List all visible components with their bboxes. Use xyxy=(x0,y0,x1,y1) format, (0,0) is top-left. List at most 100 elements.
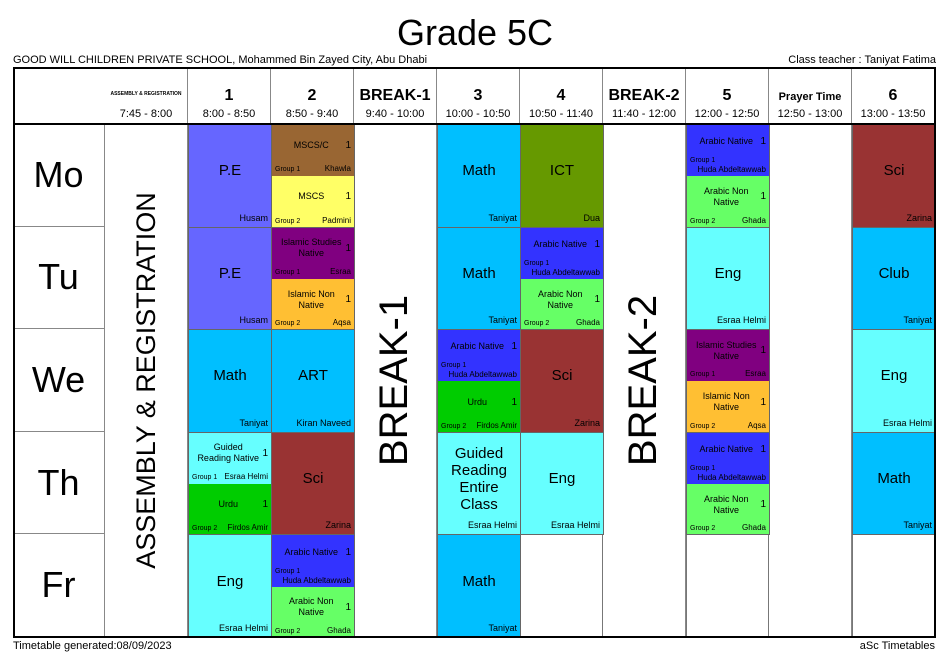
lesson-group-part[interactable]: Islamic Studies Native 1 Group 1 Esraa xyxy=(687,330,769,382)
day-label: Mo xyxy=(13,124,105,227)
lesson-cell[interactable]: Math Taniyat xyxy=(437,534,521,638)
lesson-cell[interactable]: P.E Husam xyxy=(188,226,272,331)
lesson-group-part[interactable]: Islamic Non Native 1 Group 2 Aqsa xyxy=(272,278,354,330)
lesson-teacher: Zarina xyxy=(574,417,600,428)
lesson-cell[interactable]: ART Kiran Naveed xyxy=(271,329,355,433)
lesson-group-part[interactable]: MSCS/C 1 Group 1 Khawla xyxy=(272,125,354,177)
lesson-group-row: Group 1 Huda Abdeltawwab xyxy=(690,464,766,482)
lesson-cell[interactable]: Eng Esraa Helmi xyxy=(520,431,604,536)
lesson-group-part[interactable]: Arabic Native 1 Group 1 Huda Abdeltawwab xyxy=(272,535,354,587)
lesson-cell[interactable]: Guided Reading Entire Class Esraa Helmi xyxy=(437,431,521,536)
lesson-group-part[interactable]: Arabic Non Native 1 Group 2 Ghada xyxy=(687,176,769,227)
lesson-cell[interactable]: Eng Esraa Helmi xyxy=(852,329,936,433)
lesson-subject: P.E xyxy=(218,162,242,180)
lesson-cell[interactable]: Arabic Native 1 Group 1 Huda Abdeltawwab Ara… xyxy=(686,431,770,536)
lesson-group-part[interactable]: Arabic Non Native 1 Group 2 Ghada xyxy=(272,586,354,637)
column-label: ASSEMBLY & REGISTRATION xyxy=(110,91,182,97)
lesson-subject: ART xyxy=(298,367,328,385)
lesson-cell[interactable]: Club Taniyat xyxy=(852,226,936,331)
lesson-cell[interactable]: ICT Dua xyxy=(520,124,604,228)
lesson-count: 1 xyxy=(345,191,351,203)
lesson-group-row: Group 1 Huda Abdeltawwab xyxy=(441,361,517,379)
lesson-cell[interactable]: Math Taniyat xyxy=(437,124,521,228)
lesson-cell[interactable]: Eng Esraa Helmi xyxy=(188,534,272,638)
lesson-teacher: Husam xyxy=(239,212,268,223)
lesson-group-row: Group 2 Firdos Amir xyxy=(192,523,268,533)
lesson-subject-row: Urdu 1 xyxy=(192,486,268,523)
lesson-cell[interactable]: Islamic Studies Native 1 Group 1 Esraa Islam… xyxy=(271,226,355,331)
lesson-group-row: Group 1 Esraa xyxy=(690,369,766,379)
column-time: 12:00 - 12:50 xyxy=(694,108,760,120)
lesson-subject: Arabic Non Native xyxy=(703,185,749,207)
lesson-group-row: Group 2 Ghada xyxy=(524,318,600,328)
lesson-group-part[interactable]: Arabic Native 1 Group 1 Huda Abdeltawwab xyxy=(521,227,603,279)
lesson-count: 1 xyxy=(345,140,351,152)
lesson-cell[interactable]: Sci Zarina xyxy=(852,124,936,228)
lesson-group: Group 2 xyxy=(690,217,716,225)
lesson-subject-row: Arabic Native 1 xyxy=(441,332,517,361)
lesson-subject: Arabic Non Native xyxy=(288,596,334,618)
lesson-cell[interactable]: Guided Reading Native 1 Group 1 Esraa Helmi… xyxy=(188,431,272,536)
lesson-cell[interactable]: Math Taniyat xyxy=(188,329,272,433)
lesson-subject: Arabic Native xyxy=(533,238,587,249)
lesson-cell[interactable]: Eng Esraa Helmi xyxy=(686,226,770,331)
lesson-teacher: Huda Abdeltawwab xyxy=(697,473,767,483)
lesson-cell[interactable]: Sci Zarina xyxy=(520,329,604,433)
lesson-teacher: Taniyat xyxy=(488,622,517,633)
lesson-group-part[interactable]: Urdu 1 Group 2 Firdos Amir xyxy=(438,381,520,432)
lesson-cell[interactable]: P.E Husam xyxy=(188,124,272,228)
lesson-count: 1 xyxy=(511,341,517,353)
lesson-cell[interactable]: Sci Zarina xyxy=(271,431,355,536)
break-vertical-label: BREAK-1 xyxy=(372,294,417,467)
lesson-subject: Islamic Studies Native xyxy=(695,339,757,361)
lesson-group-row: Group 2 Ghada xyxy=(690,216,766,226)
lesson-cell[interactable]: Islamic Studies Native 1 Group 1 Esraa Islam… xyxy=(686,329,770,433)
lesson-teacher: Esraa Helmi xyxy=(882,417,932,428)
column-label: 5 xyxy=(722,87,732,104)
day-label: Fr xyxy=(13,534,105,637)
lesson-teacher: Aqsa xyxy=(332,318,351,328)
lesson-subject-row: Arabic Non Native 1 xyxy=(690,486,766,523)
day-label: Th xyxy=(13,431,105,535)
lesson-group-part[interactable]: Arabic Native 1 Group 1 Huda Abdeltawwab xyxy=(438,330,520,382)
lesson-group-part[interactable]: Urdu 1 Group 2 Firdos Amir xyxy=(189,484,271,535)
lesson-group-part[interactable]: Islamic Non Native 1 Group 2 Aqsa xyxy=(687,381,769,432)
lesson-subject: Sci xyxy=(302,470,324,488)
column-time: 13:00 - 13:50 xyxy=(860,108,926,120)
lesson-count: 1 xyxy=(594,294,600,306)
page-title: Grade 5C xyxy=(396,12,554,53)
lesson-cell[interactable]: Math Taniyat xyxy=(852,431,936,536)
lesson-subject-row: Islamic Studies Native 1 xyxy=(275,230,351,267)
lesson-group: Group 2 xyxy=(690,422,716,430)
lesson-subject-row: Islamic Non Native 1 xyxy=(275,281,351,318)
lesson-cell[interactable]: Arabic Native 1 Group 1 Huda Abdeltawwab Urd… xyxy=(437,329,521,433)
lesson-group-part[interactable]: Arabic Native 1 Group 1 Huda Abdeltawwab xyxy=(687,432,769,485)
column-label: 6 xyxy=(888,87,898,104)
lesson-cell[interactable]: MSCS/C 1 Group 1 Khawla MSCS 1 Group 2 Padmini xyxy=(271,124,355,228)
lesson-group-part[interactable]: Guided Reading Native 1 Group 1 Esraa Helmi xyxy=(189,432,271,485)
lesson-group: Group 1 xyxy=(275,567,301,575)
lesson-cell[interactable]: Arabic Native 1 Group 1 Huda Abdeltawwab Ara… xyxy=(686,124,770,228)
lesson-group-part[interactable]: Arabic Non Native 1 Group 2 Ghada xyxy=(521,278,603,330)
lesson-count: 1 xyxy=(760,136,766,148)
lesson-cell[interactable]: Arabic Native 1 Group 1 Huda Abdeltawwab Ara… xyxy=(520,226,604,331)
lesson-subject-row: Arabic Native 1 xyxy=(690,127,766,156)
column-label: 2 xyxy=(307,87,317,104)
lesson-subject: Math xyxy=(462,572,496,590)
lesson-count: 1 xyxy=(262,499,268,511)
column-time: 10:50 - 11:40 xyxy=(528,108,593,120)
lesson-group-part[interactable]: Arabic Non Native 1 Group 2 Ghada xyxy=(687,484,769,535)
column-label: 4 xyxy=(556,87,566,104)
lesson-cell[interactable]: Math Taniyat xyxy=(437,226,521,331)
lesson-subject: Arabic Native xyxy=(699,443,753,454)
lesson-group: Group 2 xyxy=(524,320,550,328)
lesson-cell[interactable]: Arabic Native 1 Group 1 Huda Abdeltawwab Ara… xyxy=(271,534,355,638)
lesson-group-part[interactable]: Islamic Studies Native 1 Group 1 Esraa xyxy=(272,227,354,279)
lesson-subject: Urdu xyxy=(467,396,487,407)
lesson-group-part[interactable]: MSCS 1 Group 2 Padmini xyxy=(272,176,354,227)
lesson-subject-row: MSCS 1 xyxy=(275,178,351,215)
lesson-count: 1 xyxy=(345,601,351,613)
lesson-group-part[interactable]: Arabic Native 1 Group 1 Huda Abdeltawwab xyxy=(687,125,769,177)
column-header: BREAK-1 9:40 - 10:00 xyxy=(354,69,437,124)
